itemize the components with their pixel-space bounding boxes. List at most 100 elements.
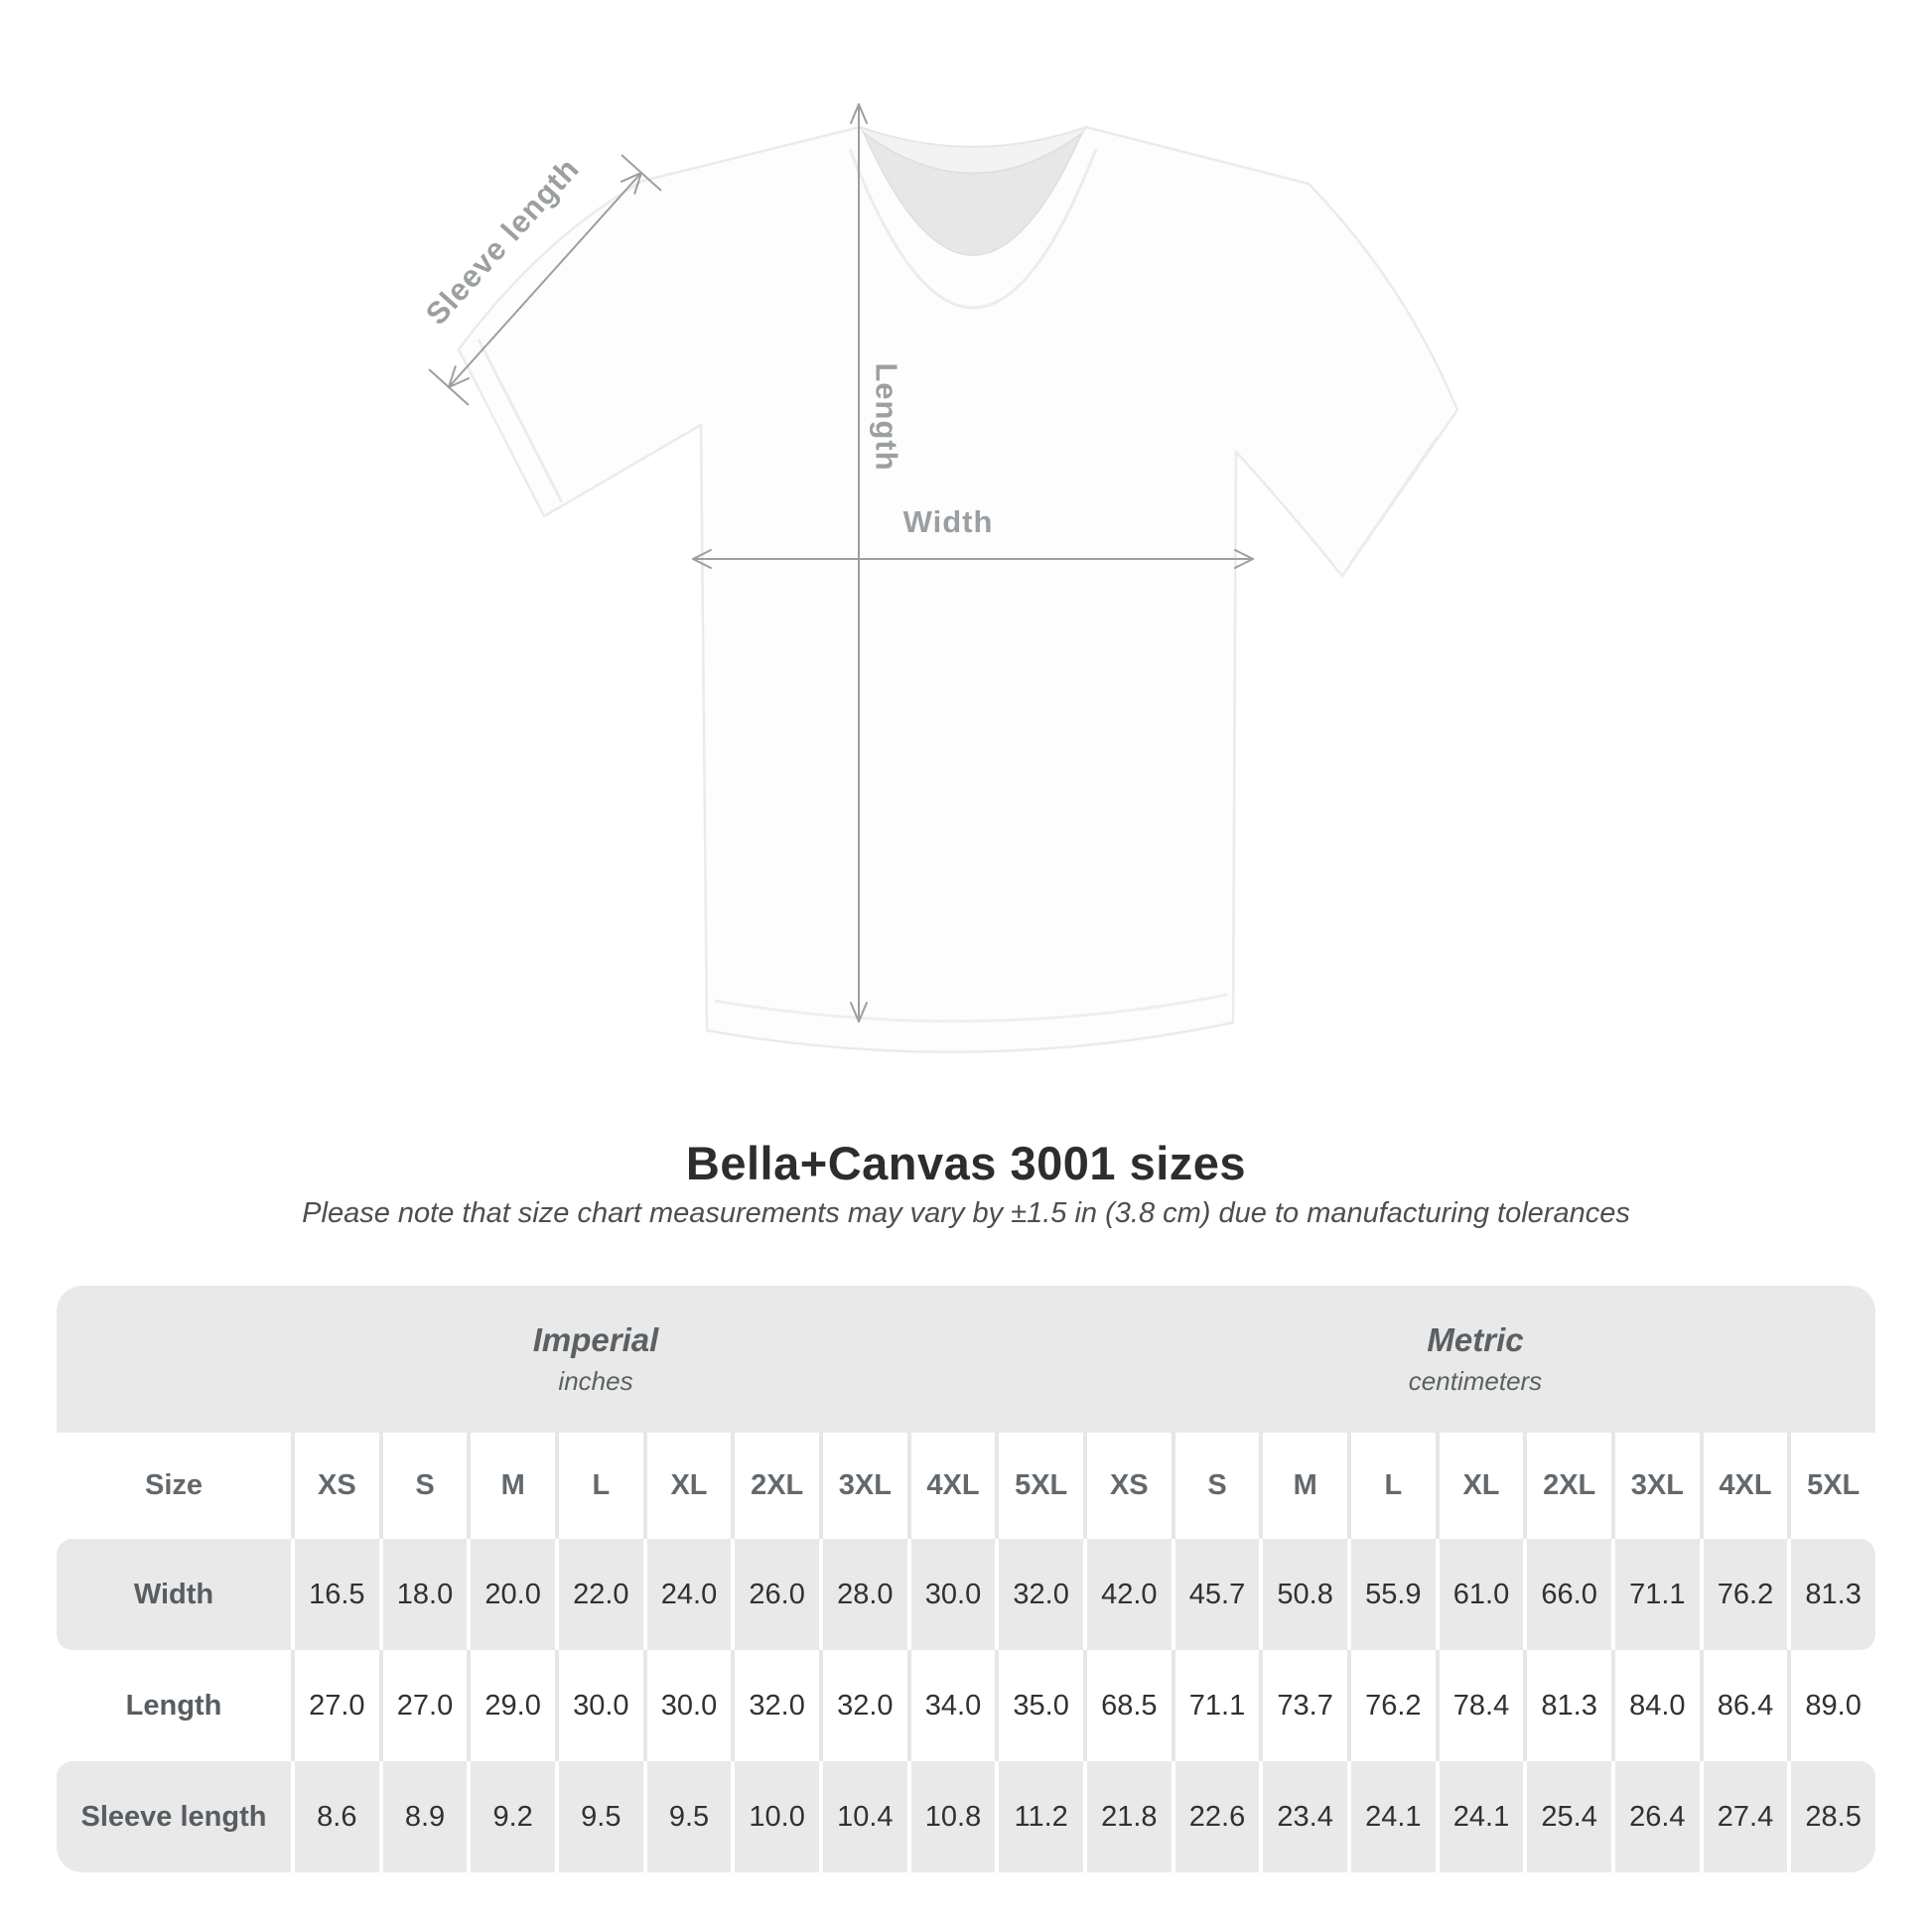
width-value-cell: 71.1 xyxy=(1614,1539,1700,1650)
size-col-header: 5XL xyxy=(999,1433,1083,1539)
length-arrowhead-bottom xyxy=(850,1002,868,1023)
width-label: Width xyxy=(903,504,994,539)
width-value-cell: 30.0 xyxy=(910,1539,996,1650)
length-value-cell: 73.7 xyxy=(1263,1650,1347,1761)
size-col-header: XL xyxy=(646,1433,732,1539)
length-value-cell: 78.4 xyxy=(1439,1650,1524,1761)
length-row: Length 27.0 27.0 29.0 30.0 30.0 32.0 32.… xyxy=(57,1650,1875,1761)
length-value-cell: 86.4 xyxy=(1703,1650,1788,1761)
metric-label: Metric xyxy=(1427,1321,1524,1358)
width-value-cell: 45.7 xyxy=(1174,1539,1260,1650)
size-col-header: XS xyxy=(1086,1433,1172,1539)
length-value-cell: 32.0 xyxy=(822,1650,907,1761)
length-value-cell: 30.0 xyxy=(646,1650,732,1761)
sleeve-value-cell: 9.5 xyxy=(646,1761,732,1872)
width-value-cell: 28.0 xyxy=(822,1539,907,1650)
size-col-header: XS xyxy=(295,1433,379,1539)
width-dimension xyxy=(692,549,1254,569)
width-arrowhead-right xyxy=(1234,549,1254,569)
size-col-header: 5XL xyxy=(1791,1433,1875,1539)
size-col-header: 3XL xyxy=(1614,1433,1700,1539)
length-value-cell: 30.0 xyxy=(558,1650,643,1761)
length-value-cell: 35.0 xyxy=(999,1650,1083,1761)
sleeve-value-cell: 23.4 xyxy=(1263,1761,1347,1872)
size-col-header: 2XL xyxy=(735,1433,819,1539)
sleeve-value-cell: 11.2 xyxy=(999,1761,1083,1872)
size-col-header: S xyxy=(382,1433,468,1539)
width-value-cell: 18.0 xyxy=(382,1539,468,1650)
length-value-cell: 84.0 xyxy=(1614,1650,1700,1761)
size-col-header: 4XL xyxy=(910,1433,996,1539)
sleeve-value-cell: 10.0 xyxy=(735,1761,819,1872)
row-header-length: Length xyxy=(57,1650,291,1761)
width-value-cell: 20.0 xyxy=(471,1539,555,1650)
page-title: Bella+Canvas 3001 sizes xyxy=(685,1137,1247,1189)
collar-opening xyxy=(862,130,1084,256)
size-col-header: L xyxy=(558,1433,643,1539)
sleeve-value-cell: 8.9 xyxy=(382,1761,468,1872)
tshirt-illustration xyxy=(457,125,1459,1053)
width-value-cell: 61.0 xyxy=(1439,1539,1524,1650)
width-value-cell: 26.0 xyxy=(735,1539,819,1650)
sleeve-value-cell: 28.5 xyxy=(1791,1761,1875,1872)
sleeve-value-cell: 22.6 xyxy=(1174,1761,1260,1872)
width-value-cell: 16.5 xyxy=(295,1539,379,1650)
sleeve-length-row: Sleeve length 8.6 8.9 9.2 9.5 9.5 10.0 1… xyxy=(57,1761,1875,1872)
size-col-header: 3XL xyxy=(822,1433,907,1539)
width-value-cell: 55.9 xyxy=(1350,1539,1436,1650)
length-value-cell: 81.3 xyxy=(1527,1650,1611,1761)
length-value-cell: 76.2 xyxy=(1350,1650,1436,1761)
length-value-cell: 34.0 xyxy=(910,1650,996,1761)
tolerance-note: Please note that size chart measurements… xyxy=(302,1197,1630,1229)
sleeve-value-cell: 24.1 xyxy=(1439,1761,1524,1872)
row-header-sleeve-length: Sleeve length xyxy=(57,1761,291,1872)
sleeve-value-cell: 25.4 xyxy=(1527,1761,1611,1872)
size-col-header: M xyxy=(471,1433,555,1539)
size-header-row: Size XS S M L XL 2XL 3XL 4XL 5XL XS S M … xyxy=(57,1433,1875,1539)
size-col-header: S xyxy=(1174,1433,1260,1539)
right-cuff-seam xyxy=(1348,436,1440,565)
hem-seam xyxy=(714,993,1228,1024)
row-header-width: Width xyxy=(57,1539,291,1650)
width-value-cell: 32.0 xyxy=(999,1539,1083,1650)
size-col-header: XL xyxy=(1439,1433,1524,1539)
size-col-header: 4XL xyxy=(1703,1433,1788,1539)
left-cuff-seam xyxy=(477,339,564,503)
imperial-unit: inches xyxy=(558,1366,633,1396)
sleeve-end-tick-top xyxy=(621,154,662,192)
sleeve-value-cell: 10.8 xyxy=(910,1761,996,1872)
width-arrowhead-left xyxy=(692,549,712,569)
sleeve-value-cell: 9.5 xyxy=(558,1761,643,1872)
sleeve-value-cell: 9.2 xyxy=(471,1761,555,1872)
length-value-cell: 27.0 xyxy=(382,1650,468,1761)
size-col-header: M xyxy=(1263,1433,1347,1539)
sleeve-value-cell: 10.4 xyxy=(822,1761,907,1872)
length-value-cell: 27.0 xyxy=(295,1650,379,1761)
size-col-header: 2XL xyxy=(1527,1433,1611,1539)
size-header-label: Size xyxy=(57,1433,291,1539)
length-value-cell: 29.0 xyxy=(471,1650,555,1761)
length-value-cell: 68.5 xyxy=(1086,1650,1172,1761)
imperial-unit-header: Imperial inches xyxy=(533,1286,659,1433)
sleeve-value-cell: 8.6 xyxy=(295,1761,379,1872)
sleeve-value-cell: 26.4 xyxy=(1614,1761,1700,1872)
width-value-cell: 76.2 xyxy=(1703,1539,1788,1650)
size-col-header: L xyxy=(1350,1433,1436,1539)
unit-header-band: Imperial inches Metric centimeters xyxy=(57,1286,1875,1433)
length-value-cell: 71.1 xyxy=(1174,1650,1260,1761)
length-dimension xyxy=(850,103,868,1023)
tshirt-measurement-diagram: Length Width Sleeve length xyxy=(419,103,1459,1053)
sleeve-value-cell: 24.1 xyxy=(1350,1761,1436,1872)
width-row: Width 16.5 18.0 20.0 22.0 24.0 26.0 28.0… xyxy=(57,1539,1875,1650)
imperial-label: Imperial xyxy=(532,1321,659,1358)
length-value-cell: 32.0 xyxy=(735,1650,819,1761)
width-value-cell: 24.0 xyxy=(646,1539,732,1650)
sleeve-value-cell: 27.4 xyxy=(1703,1761,1788,1872)
metric-unit: centimeters xyxy=(1408,1366,1543,1396)
length-value-cell: 89.0 xyxy=(1791,1650,1875,1761)
length-label: Length xyxy=(870,362,904,471)
sleeve-length-dimension xyxy=(428,154,662,406)
length-arrowhead-top xyxy=(850,103,868,124)
width-value-cell: 66.0 xyxy=(1527,1539,1611,1650)
